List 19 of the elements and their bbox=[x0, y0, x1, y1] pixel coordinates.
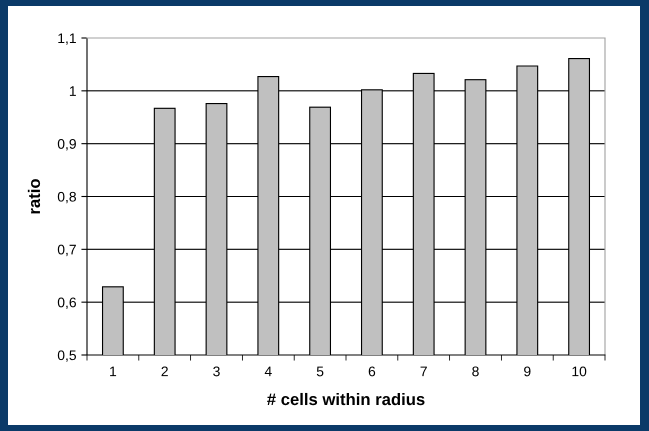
y-axis-title: ratio bbox=[28, 179, 40, 214]
y-tick-label: 0,5 bbox=[58, 350, 76, 362]
x-tick-label: 1 bbox=[110, 366, 116, 376]
y-tick-label: 0,6 bbox=[58, 298, 76, 309]
x-tick-label: 10 bbox=[572, 366, 586, 376]
x-tick-label: 4 bbox=[264, 366, 272, 376]
x-tick-label: 3 bbox=[213, 366, 220, 376]
x-tick-label: 7 bbox=[420, 366, 427, 376]
y-tick-label: 1 bbox=[70, 86, 76, 96]
y-tick-label: 1,1 bbox=[58, 33, 76, 45]
x-tick-label: 8 bbox=[472, 366, 479, 376]
y-tick-label: 0,7 bbox=[58, 244, 76, 256]
y-tick-label: 0,8 bbox=[58, 192, 76, 204]
x-tick-label: 2 bbox=[162, 366, 168, 376]
y-tick-label: 0,9 bbox=[58, 139, 76, 150]
x-tick-label: 5 bbox=[316, 366, 324, 376]
x-tick-label: 9 bbox=[524, 366, 531, 376]
x-axis-title: # cells within radius bbox=[267, 392, 425, 406]
x-tick-label: 6 bbox=[368, 366, 376, 376]
